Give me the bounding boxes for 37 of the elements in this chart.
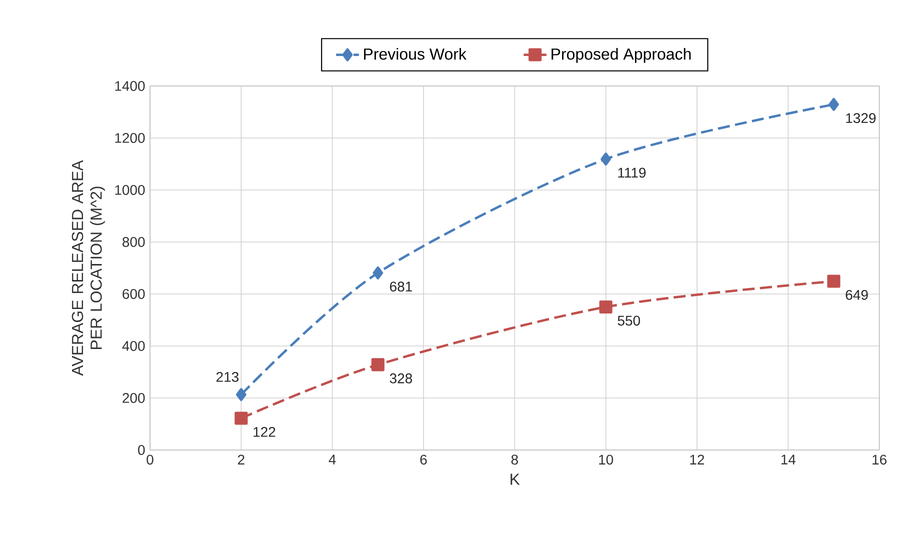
legend-label: Proposed Approach [552,48,691,63]
x-tick-label: 14 [781,454,796,464]
data-label: 550 [618,316,640,326]
point [599,300,612,314]
y-tick-label: 200 [122,393,145,403]
data-label: 681 [390,282,412,292]
x-axis-title: K [510,474,520,485]
y-tick-label: 1400 [115,81,145,91]
x-tick-label: 10 [599,454,614,465]
point [828,98,839,111]
x-tick-label: 4 [328,454,336,464]
y-axis-title: AVERAGE RELEASED AREA PER LOCATION (M^2) [72,160,105,376]
x-tick-label: 8 [511,454,518,465]
x-tick-label: 0 [146,454,154,465]
point [600,152,612,166]
y-tick-label: 0 [138,445,145,455]
point [827,274,840,288]
point [372,266,384,280]
x-tick-label: 2 [238,454,244,464]
point [234,412,248,425]
point [236,388,246,402]
data-label: 1329 [846,113,876,124]
y-tick-label: 400 [122,341,145,351]
y-tick-label: 1000 [115,185,145,195]
data-label: 213 [216,372,239,382]
y-tick-label: 1200 [115,133,145,143]
legend-label: Previous Work [364,48,467,60]
point [371,358,384,372]
x-tick-label: 6 [420,454,427,465]
data-label: 122 [254,426,276,437]
x-tick-label: 16 [872,454,886,465]
data-label: 1119 [618,168,646,178]
y-tick-label: 600 [122,289,145,299]
data-label: 328 [390,373,412,384]
y-tick-label: 800 [122,237,145,247]
data-label: 649 [846,290,868,300]
x-tick-label: 12 [690,454,704,464]
